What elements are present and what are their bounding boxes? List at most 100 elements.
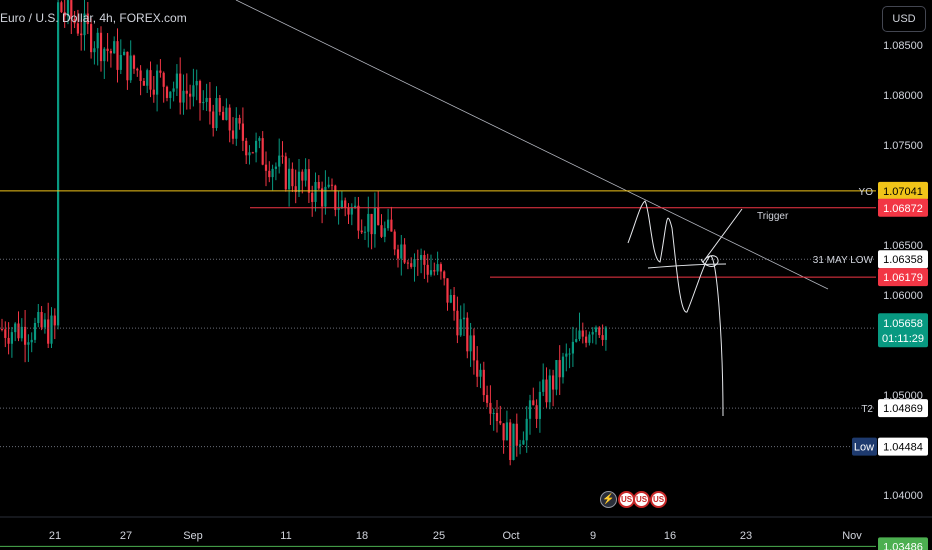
price-label-box <box>878 250 928 269</box>
candle <box>261 138 264 165</box>
candle <box>113 41 116 54</box>
x-tick-label: 27 <box>120 530 132 542</box>
x-tick-label: Nov <box>842 530 862 542</box>
candle <box>264 164 268 171</box>
candle <box>192 85 195 97</box>
candle <box>453 294 456 311</box>
candle <box>555 360 558 390</box>
candle <box>545 379 548 403</box>
candle <box>30 339 33 343</box>
candle <box>228 107 231 131</box>
candle <box>20 326 23 339</box>
candle <box>324 186 327 207</box>
candle <box>268 170 271 178</box>
price-label: 1.06358 <box>883 254 923 266</box>
x-tick-label: Oct <box>502 530 519 542</box>
level-tag: T2 <box>861 404 873 415</box>
us-flag-icon[interactable]: US <box>650 491 667 508</box>
candle <box>40 312 43 328</box>
candle <box>512 423 515 460</box>
candle <box>495 412 499 422</box>
candle <box>241 123 244 141</box>
candle <box>222 111 225 120</box>
candle <box>301 171 304 181</box>
candle <box>383 228 386 237</box>
projection-neckline <box>647 263 727 269</box>
candle <box>360 230 363 233</box>
candle <box>387 219 390 229</box>
candle <box>90 24 93 53</box>
candle <box>271 168 274 178</box>
candle <box>525 418 528 441</box>
candle <box>126 51 129 81</box>
candle <box>208 97 211 112</box>
us-flag-icon[interactable]: US <box>633 491 650 508</box>
candle <box>476 360 479 377</box>
trigger-circle <box>700 255 719 267</box>
candle <box>532 400 535 406</box>
candle <box>142 80 145 86</box>
candle <box>132 55 136 69</box>
level-tag: Low <box>854 442 874 454</box>
candle <box>70 0 73 19</box>
candle <box>575 339 578 342</box>
candle <box>294 186 297 193</box>
candle <box>258 138 261 141</box>
candle <box>255 140 258 153</box>
price-label: 1.04484 <box>883 442 923 454</box>
countdown: 01:11:29 <box>882 333 924 345</box>
candle <box>347 207 350 215</box>
candle <box>426 264 429 275</box>
candle <box>588 334 591 343</box>
y-tick-label: 1.08000 <box>883 90 923 102</box>
candle <box>482 369 485 396</box>
candle <box>179 73 182 103</box>
bolt-icon[interactable]: ⚡ <box>600 491 617 508</box>
candle <box>175 73 178 89</box>
candle <box>66 0 70 17</box>
candle <box>357 205 360 231</box>
candle <box>522 440 525 445</box>
candle <box>83 13 86 36</box>
candle <box>274 166 277 169</box>
candle <box>367 213 370 232</box>
candle <box>436 264 439 272</box>
candle <box>169 91 172 98</box>
candle <box>198 81 202 104</box>
price-label-box <box>878 181 928 200</box>
candle <box>581 330 584 337</box>
candle <box>321 188 324 207</box>
candle <box>103 48 106 62</box>
candle <box>410 263 413 267</box>
candle <box>37 312 40 323</box>
candle <box>344 200 347 208</box>
candle <box>152 89 155 95</box>
candle <box>535 405 538 419</box>
candle <box>509 422 512 460</box>
candle <box>429 270 433 275</box>
candle <box>565 353 568 357</box>
candle <box>245 140 248 156</box>
candle <box>317 182 320 189</box>
candle <box>406 262 409 264</box>
candle <box>7 337 10 344</box>
candle <box>370 213 373 235</box>
candle <box>585 336 588 343</box>
candle <box>479 369 482 377</box>
candle <box>486 395 489 403</box>
candle <box>116 41 119 70</box>
candle <box>205 97 208 102</box>
candle <box>24 326 27 345</box>
candle <box>212 111 215 129</box>
candle <box>202 101 205 104</box>
candle <box>57 2 60 326</box>
candle <box>149 70 152 90</box>
candle <box>393 231 396 250</box>
candle <box>136 68 139 71</box>
price-label-box <box>878 198 928 217</box>
trendline <box>235 0 829 290</box>
candle <box>489 402 492 414</box>
y-tick-label: 1.08500 <box>883 40 923 52</box>
currency-button[interactable]: USD <box>882 6 926 32</box>
